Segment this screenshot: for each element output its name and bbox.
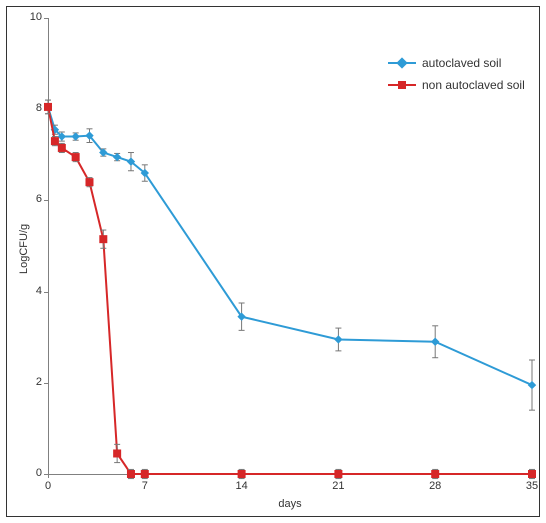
legend-swatch (388, 78, 416, 92)
legend: autoclaved soil non autoclaved soil (388, 52, 525, 96)
legend-item: autoclaved soil (388, 52, 525, 74)
legend-item: non autoclaved soil (388, 74, 525, 96)
legend-label: autoclaved soil (422, 56, 501, 70)
legend-swatch (388, 56, 416, 70)
series-autoclaved-soil (45, 100, 536, 410)
legend-label: non autoclaved soil (422, 78, 525, 92)
